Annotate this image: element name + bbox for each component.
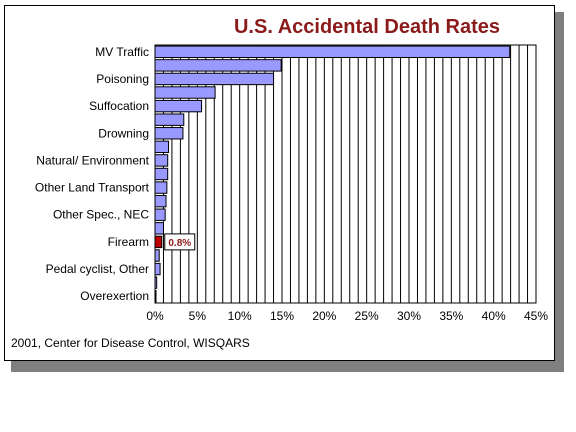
bar [154, 222, 164, 235]
category-label: Overexertion [80, 289, 149, 303]
bar [154, 45, 511, 58]
category-label: Suffocation [89, 99, 149, 113]
x-tick-label: 5% [189, 309, 207, 323]
bar [154, 290, 157, 303]
bar [154, 208, 166, 221]
category-label: MV Traffic [95, 45, 149, 59]
x-tick-label: 15% [270, 309, 294, 323]
bar [154, 86, 216, 99]
bar [154, 262, 161, 276]
bar [154, 140, 170, 154]
chart-card: U.S. Accidental Death Rates MV Traffic Po… [4, 5, 555, 361]
bar [154, 59, 282, 72]
x-tick-label: 35% [439, 309, 463, 323]
category-label: Firearm [108, 235, 149, 249]
plot-area [155, 45, 536, 303]
bar [154, 194, 167, 208]
bar [154, 127, 184, 140]
chart-title: U.S. Accidental Death Rates [233, 16, 500, 38]
source-note: 2001, Center for Disease Control, WISQAR… [11, 336, 250, 350]
category-label: Other Land Transport [35, 181, 150, 195]
x-tick-label: 0% [146, 309, 164, 323]
bar [154, 249, 160, 262]
bar [154, 72, 275, 86]
bar [154, 167, 169, 181]
bar-highlight [154, 235, 163, 249]
x-tick-label: 10% [228, 309, 252, 323]
x-tick-label: 40% [482, 309, 506, 323]
x-tick-label: 45% [524, 309, 548, 323]
bar [154, 276, 158, 289]
bar-chart: MV Traffic Poisoning Suffocation Drowning Na… [35, 44, 548, 323]
data-label: 0.8% [168, 238, 191, 249]
x-tick-label: 30% [397, 309, 421, 323]
bar [154, 99, 203, 113]
bar [154, 181, 168, 194]
bar [154, 113, 185, 126]
x-tick-label: 25% [355, 309, 379, 323]
category-label: Poisoning [96, 72, 149, 86]
x-tick-label: 20% [312, 309, 336, 323]
data-label-box [164, 233, 196, 251]
category-label: Drowning [98, 126, 149, 140]
category-label: Natural/ Environment [36, 153, 149, 167]
bar [154, 154, 169, 167]
category-label: Pedal cyclist, Other [46, 262, 149, 276]
category-label: Other Spec., NEC [53, 208, 149, 222]
